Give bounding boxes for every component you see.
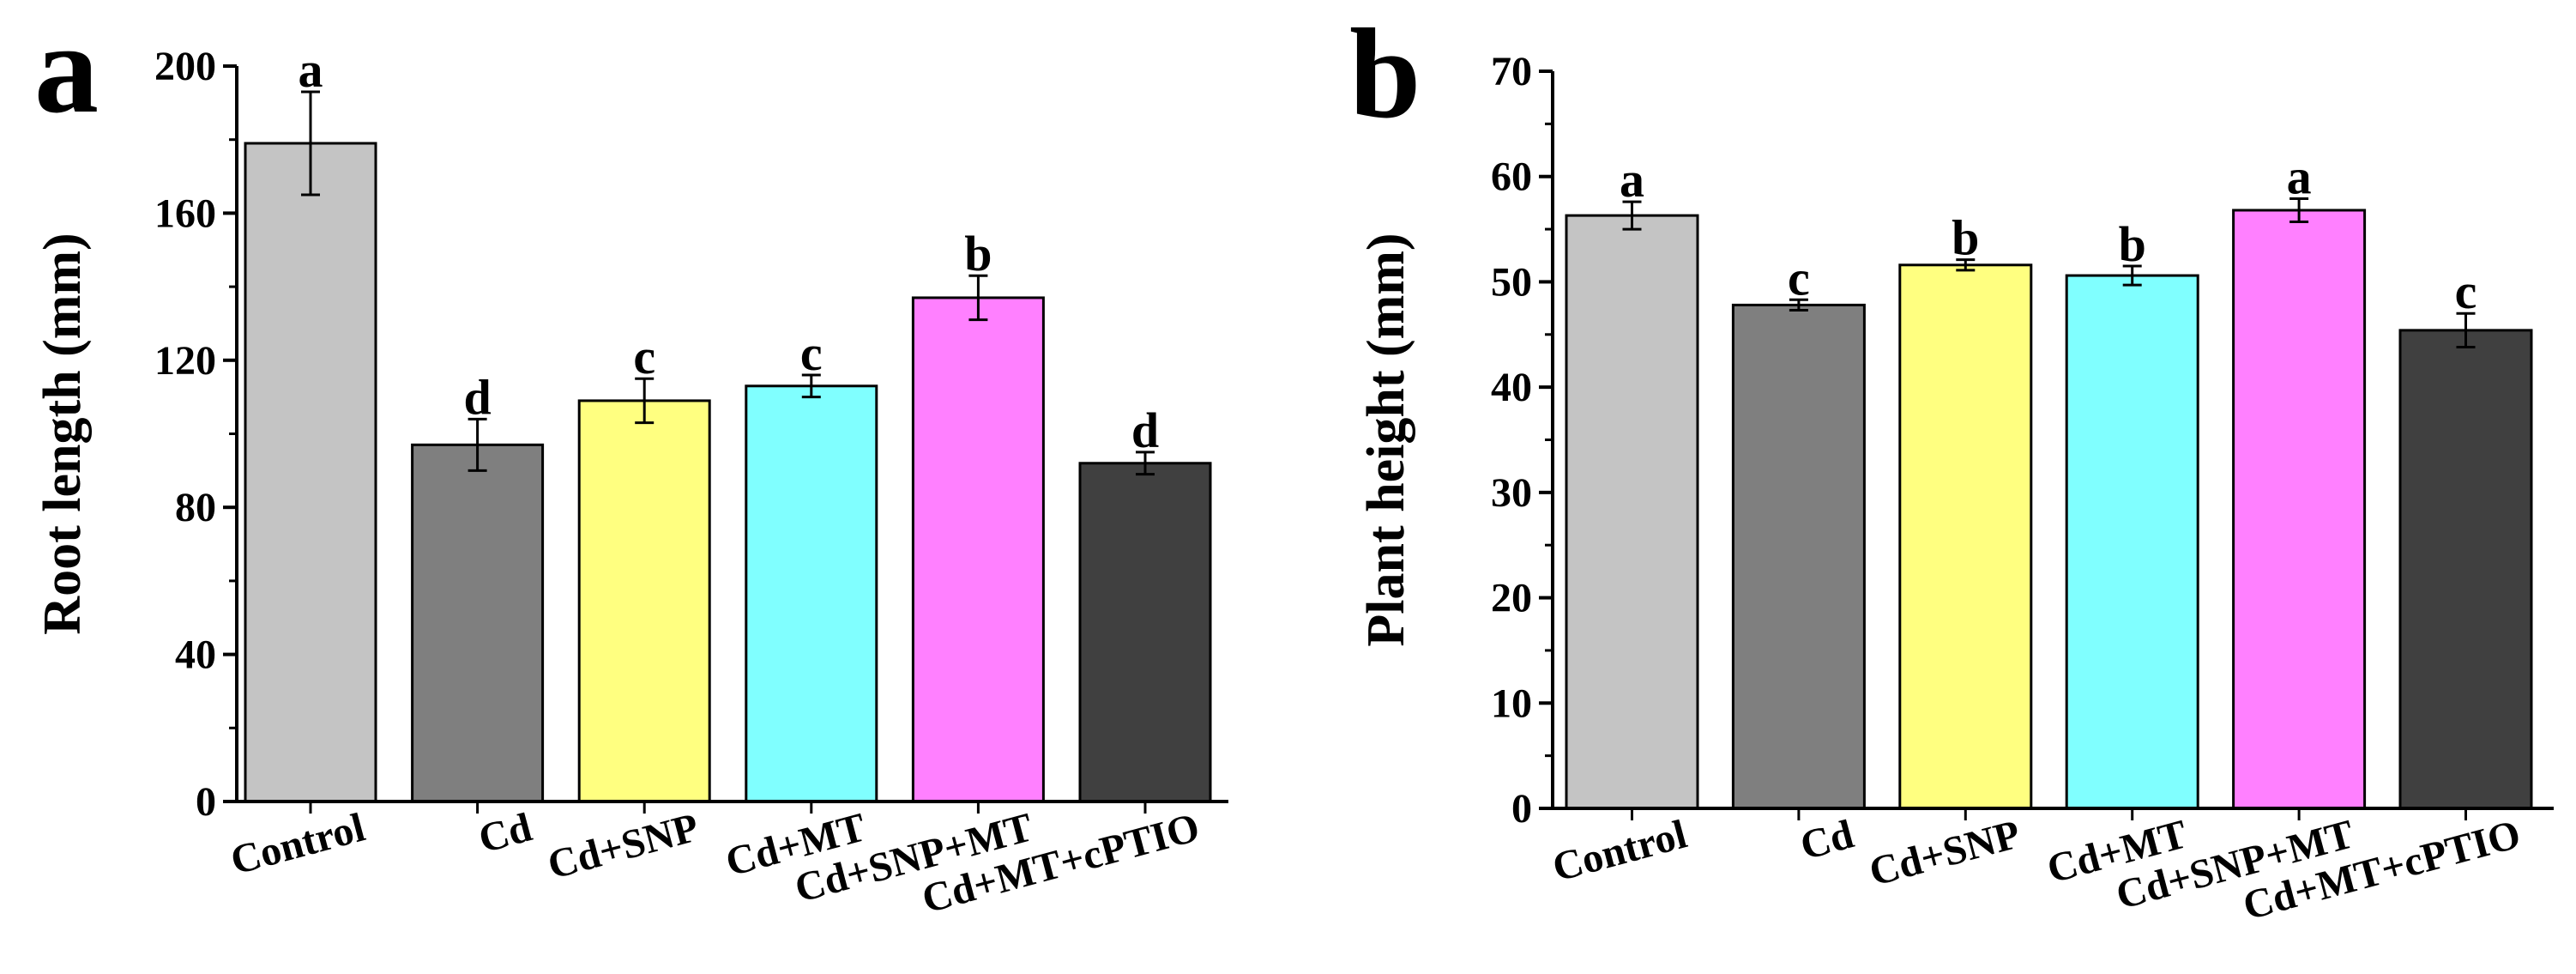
significance-letter: b [2119,216,2146,272]
y-tick-label: 120 [154,338,216,384]
y-tick-label: 160 [154,191,216,236]
x-tick-label: Cd [474,804,536,862]
y-tick-label: 200 [154,44,216,89]
bar-control [244,142,377,803]
y-tick-label: 60 [1491,154,1532,200]
bar-cd-mt-cptio [1078,462,1212,803]
significance-letter: c [2455,263,2477,319]
y-tick-label: 50 [1491,259,1532,305]
x-tick-label: Cd+SNP [543,804,703,888]
y-tick-label: 0 [196,779,216,825]
bar-cd [1731,303,1866,810]
bar-cd-snp-mt [911,296,1045,803]
bar-cd-snp-mt [2232,209,2367,810]
bar-cd-mt-cptio [2398,329,2533,810]
y-axis-label: Root length (mm) [33,233,92,634]
significance-letter: a [1620,152,1644,208]
significance-letter: c [633,329,655,384]
y-tick-label: 80 [175,485,216,530]
y-tick-label: 40 [175,632,216,678]
significance-letter: c [1788,250,1810,306]
y-tick-label: 0 [1511,786,1532,832]
x-tick-label: Cd+SNP [1865,811,2025,895]
y-tick-label: 70 [1491,49,1532,94]
significance-letter: a [299,42,323,98]
bar-cd [411,443,545,803]
significance-letter: a [2287,148,2312,204]
bar-cd-snp [577,399,711,803]
significance-letter: d [1131,402,1159,458]
y-tick-label: 10 [1491,681,1532,726]
bar-cd-mt [745,384,878,803]
y-axis-label: Plant height (mm) [1357,233,1415,646]
significance-letter: d [463,369,491,425]
panel-label: a [34,0,99,140]
bar-cd-mt [2065,274,2199,810]
y-tick-label: 30 [1491,470,1532,516]
significance-letter: b [1952,210,1979,266]
bar-cd-snp [1898,263,2033,810]
x-tick-label: Control [1547,811,1691,890]
x-tick-label: Control [226,804,369,883]
y-tick-label: 40 [1491,365,1532,410]
significance-letter: c [800,325,823,381]
x-tick-label: Cd [1795,811,1858,868]
y-tick-label: 20 [1491,576,1532,621]
panel-label: b [1349,3,1421,145]
bar-control [1565,214,1699,810]
significance-letter: b [964,226,992,281]
